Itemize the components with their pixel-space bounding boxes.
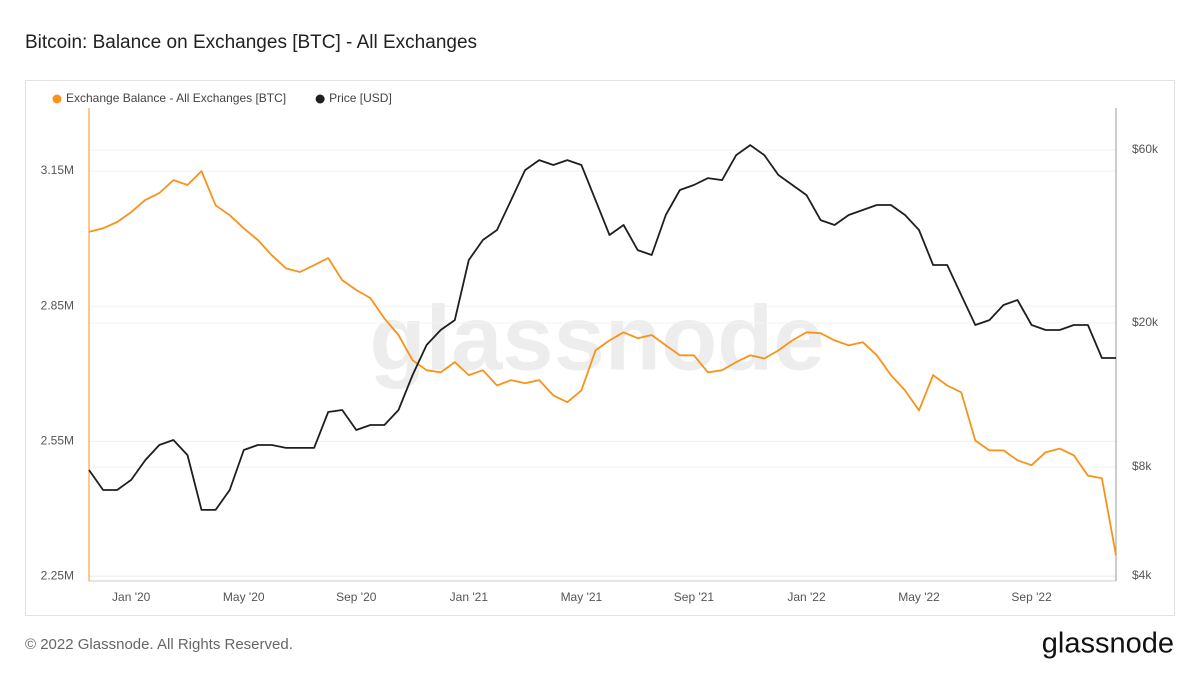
legend-label: Exchange Balance - All Exchanges [BTC] xyxy=(66,91,286,105)
x-tick-label: May '20 xyxy=(223,590,265,604)
x-tick-label: Jan '20 xyxy=(112,590,151,604)
logo: glassnode xyxy=(1042,628,1174,660)
y-tick-label: 2.25M xyxy=(41,569,74,583)
x-tick-label: Sep '22 xyxy=(1011,590,1052,604)
plot: 2.25M 2.55M 2.85M 3.15M $4k $8k $20k $60k Jan '2… xyxy=(41,91,1159,604)
y-tick-label: 3.15M xyxy=(41,163,74,177)
copyright: © 2022 Glassnode. All Rights Reserved. xyxy=(25,636,293,653)
y2-tick-label: $60k xyxy=(1132,142,1159,156)
y-tick-label: 2.85M xyxy=(41,298,74,312)
x-tick-label: May '21 xyxy=(561,590,603,604)
y2-tick-label: $8k xyxy=(1132,459,1152,473)
legend-marker xyxy=(52,94,62,104)
chart-title: Bitcoin: Balance on Exchanges [BTC] - Al… xyxy=(25,32,477,53)
watermark: glassnode xyxy=(369,287,824,389)
legend-marker xyxy=(315,94,325,104)
x-tick-label: Jan '21 xyxy=(450,590,489,604)
series-line xyxy=(88,170,1117,556)
x-tick-label: Sep '21 xyxy=(674,590,715,604)
x-tick-label: Sep '20 xyxy=(336,590,377,604)
series-line xyxy=(88,144,1116,511)
legend-label: Price [USD] xyxy=(329,91,392,105)
x-tick-label: May '22 xyxy=(898,590,940,604)
y2-tick-label: $4k xyxy=(1132,568,1152,582)
y-tick-label: 2.55M xyxy=(41,434,74,448)
y2-tick-label: $20k xyxy=(1132,315,1159,329)
x-tick-label: Jan '22 xyxy=(787,590,826,604)
